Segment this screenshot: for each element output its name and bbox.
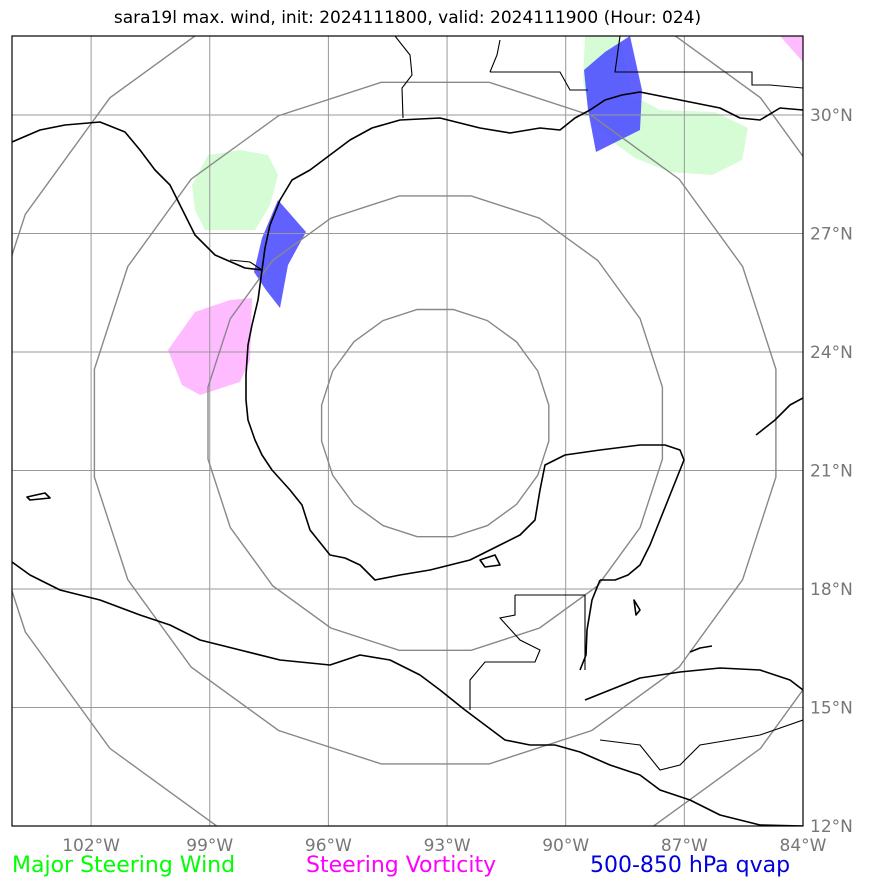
- longitude-label: 96°W: [305, 836, 352, 856]
- longitude-label: 99°W: [186, 836, 233, 856]
- latitude-labels: 12°N 15°N 18°N 21°N 24°N 27°N 30°N: [810, 106, 853, 837]
- central-america-caribbean-coast: [584, 667, 803, 701]
- latitude-label: 21°N: [810, 462, 853, 482]
- range-ring-3: [93, 81, 777, 765]
- honduras-border: [599, 719, 803, 771]
- us-state-border-north: [394, 36, 803, 119]
- pacific-coastline: [12, 561, 803, 826]
- steering-vorticity-area-northeast: [780, 36, 803, 62]
- campeche-island: [479, 554, 501, 568]
- latitude-label: 15°N: [810, 699, 853, 719]
- belize-border: [515, 594, 586, 670]
- longitude-label: 90°W: [542, 836, 589, 856]
- longitude-label: 102°W: [62, 836, 120, 856]
- qvap-areas: [254, 36, 642, 308]
- latitude-label: 30°N: [810, 106, 853, 126]
- cuba-coast: [689, 645, 713, 653]
- gulf-coastline: [12, 91, 803, 581]
- yucatan-east-coast: [579, 579, 601, 671]
- graticule: [12, 36, 803, 826]
- latitude-label: 27°N: [810, 225, 853, 245]
- map-title: sara19l max. wind, init: 2024111800, val…: [113, 8, 702, 28]
- steering-wind-areas: [192, 36, 748, 230]
- longitude-label: 93°W: [424, 836, 471, 856]
- steering-wind-area-texas: [192, 150, 278, 230]
- baja-island: [26, 492, 51, 501]
- borders: [12, 36, 803, 771]
- legend-steering-wind: Major Steering Wind: [12, 853, 236, 878]
- longitude-label: 87°W: [661, 836, 708, 856]
- qvap-area-texas: [254, 200, 306, 308]
- guatemala-mexico-border: [469, 595, 541, 710]
- cozumel-island: [633, 599, 641, 616]
- map-frame: [11, 35, 804, 827]
- us-mexico-border: [12, 129, 263, 271]
- legend-steering-vorticity: Steering Vorticity: [306, 853, 497, 878]
- coastlines: [12, 91, 803, 826]
- range-ring-1: [320, 308, 550, 538]
- latitude-label: 24°N: [810, 343, 853, 363]
- latitude-label: 12°N: [810, 817, 853, 837]
- florida-coast: [755, 397, 803, 436]
- qvap-area-louisiana: [584, 36, 642, 152]
- longitude-label: 84°W: [780, 836, 827, 856]
- latitude-label: 18°N: [810, 580, 853, 600]
- longitude-labels: 102°W 99°W 96°W 93°W 90°W 87°W 84°W: [62, 836, 826, 856]
- range-ring-2: [207, 195, 664, 651]
- legend-qvap: 500-850 hPa qvap: [590, 853, 791, 878]
